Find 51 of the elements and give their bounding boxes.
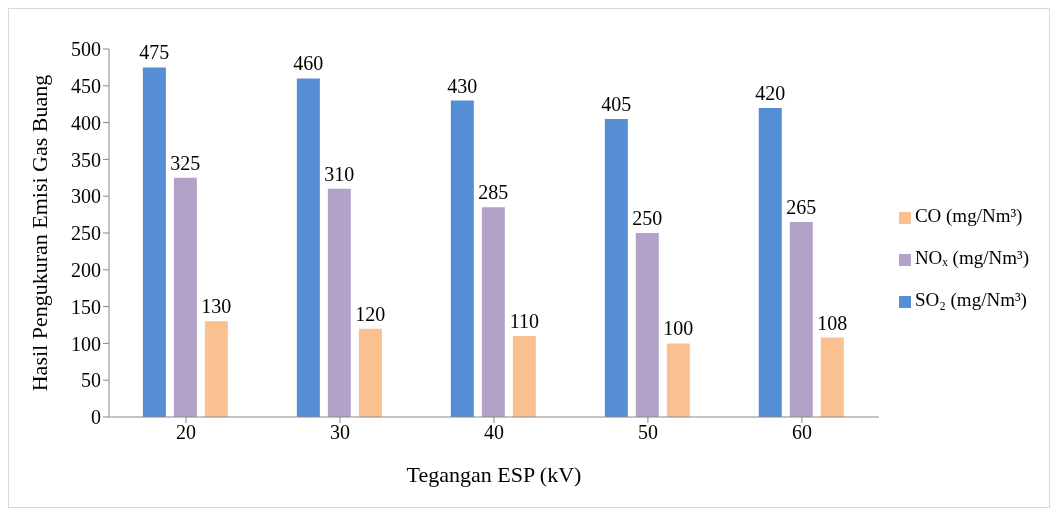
legend-label: CO (mg/Nm³) bbox=[914, 205, 1023, 226]
x-axis-title: Tegangan ESP (kV) bbox=[406, 462, 582, 487]
data-label: 285 bbox=[478, 181, 509, 204]
y-tick-label: 200 bbox=[71, 258, 101, 281]
bar bbox=[327, 188, 351, 417]
bar bbox=[820, 337, 844, 417]
y-tick-label: 50 bbox=[81, 369, 101, 392]
y-axis-title: Hasil Pengukuran Emisi Gas Buang bbox=[26, 74, 52, 392]
data-label: 265 bbox=[786, 195, 817, 218]
data-label: 325 bbox=[170, 151, 201, 174]
x-tick-label: 40 bbox=[483, 421, 504, 444]
data-label: 100 bbox=[663, 317, 694, 340]
y-tick-label: 500 bbox=[71, 38, 101, 61]
y-tick-label: 350 bbox=[71, 148, 101, 171]
data-label: 475 bbox=[139, 41, 170, 64]
bar bbox=[758, 107, 782, 417]
bar bbox=[789, 221, 813, 417]
data-label: 120 bbox=[355, 302, 386, 325]
bar bbox=[604, 118, 628, 417]
data-label: 310 bbox=[324, 162, 355, 185]
bar bbox=[173, 177, 197, 417]
data-label: 460 bbox=[293, 52, 324, 75]
data-label: 250 bbox=[632, 207, 663, 229]
bar bbox=[296, 78, 320, 417]
data-label: 420 bbox=[755, 81, 786, 104]
y-tick-label: 0 bbox=[91, 406, 101, 429]
y-tick-label: 150 bbox=[71, 295, 101, 318]
bar bbox=[358, 328, 382, 417]
bar bbox=[481, 207, 505, 417]
data-label: 108 bbox=[817, 311, 848, 334]
x-tick-label: 30 bbox=[329, 421, 350, 444]
y-tick-label: 400 bbox=[71, 111, 101, 134]
data-label: 110 bbox=[509, 310, 539, 333]
y-tick-label: 450 bbox=[71, 74, 101, 97]
y-tick-label: 100 bbox=[71, 332, 101, 355]
bar bbox=[666, 343, 690, 417]
y-tick-label: 300 bbox=[71, 185, 101, 208]
data-label: 405 bbox=[601, 92, 632, 115]
x-tick-label: 20 bbox=[175, 421, 196, 444]
bar bbox=[204, 321, 228, 417]
legend-label: SO₂ (mg/Nm³) bbox=[914, 289, 1027, 310]
x-tick-label: 60 bbox=[791, 421, 812, 444]
legend-label: NOₓ (mg/Nm³) bbox=[914, 247, 1029, 268]
bar bbox=[635, 233, 659, 417]
x-tick-label: 50 bbox=[637, 421, 658, 444]
data-label: 430 bbox=[447, 74, 478, 97]
bar bbox=[450, 100, 474, 417]
bar bbox=[142, 67, 166, 417]
data-label: 130 bbox=[201, 295, 232, 318]
y-tick-label: 250 bbox=[71, 222, 101, 245]
bar bbox=[512, 336, 536, 417]
